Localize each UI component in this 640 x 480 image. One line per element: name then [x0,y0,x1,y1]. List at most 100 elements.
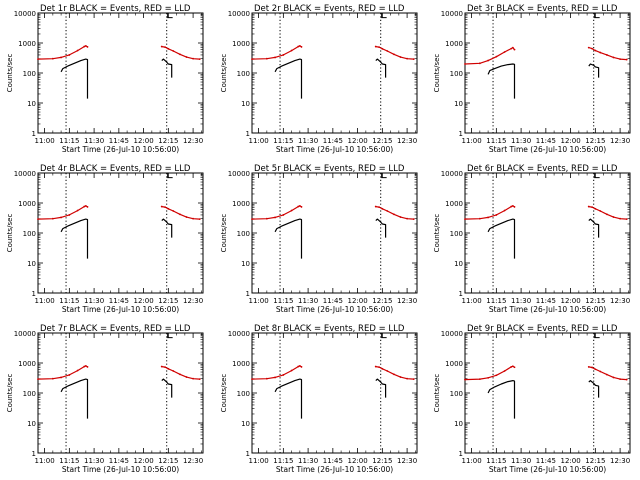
x-tick-label: 12:30 [183,137,203,145]
y-tick-label: 10000 [228,170,250,178]
x-tick-label: 12:00 [134,297,154,305]
lld-data-point [386,370,389,372]
x-tick-label: 11:00 [462,137,482,145]
lld-data-point [265,377,268,380]
y-tick-label: 10 [454,420,463,428]
events-series-line [60,58,89,99]
events-series-line [588,218,600,238]
lld-data-point [513,48,516,51]
lld-data-point [406,217,408,220]
lld-data-point [164,366,166,369]
x-tick-label: 12:15 [372,137,392,145]
lld-data-point [185,216,188,218]
lld-series-line [588,366,627,381]
events-series-line [274,58,303,99]
y-tick-label: 10 [27,420,36,428]
y-tick-label: 10 [454,100,463,108]
events-series-line [161,218,173,238]
lld-data-point [282,54,285,56]
x-axis-label: Start Time (26-Jul-10 10:56:00) [276,305,393,314]
lld-data-point [86,206,89,208]
x-tick-label: 11:15 [486,137,506,145]
y-tick-label: 1 [32,290,36,298]
lld-data-point [251,218,253,221]
y-tick-label: 10000 [441,170,463,178]
lld-data-point [179,53,181,56]
x-tick-label: 11:45 [109,297,129,305]
lld-data-point [192,57,195,60]
lld-data-point [591,206,593,209]
chart-title: Det 9r BLACK = Events, RED = LLD [467,324,618,334]
lld-data-point [192,377,195,380]
lld-data-point [378,366,380,369]
x-axis-label: Start Time (26-Jul-10 10:56:00) [276,145,393,154]
chart-title: Det 6r BLACK = Events, RED = LLD [467,164,618,174]
chart-panel-7: Det 7r BLACK = Events, RED = LLD 1 10 100 10… [6,324,204,474]
lld-data-point [606,213,608,216]
x-tick-label: 11:15 [273,137,293,145]
lld-data-point [298,205,301,207]
lld-data-point [381,47,384,50]
lld-series-line [464,365,515,381]
y-tick-label: 1 [32,130,36,138]
y-tick-label: 1 [459,130,463,138]
lld-data-point [374,205,377,208]
lld-data-point [160,45,163,48]
events-series-line [375,218,387,238]
y-tick-label: 100 [237,390,250,398]
events-series-line [375,378,387,398]
lld-data-point [399,376,402,378]
x-tick-label: 11:00 [249,297,269,305]
x-axis-label: Start Time (26-Jul-10 10:56:00) [489,145,606,154]
lld-data-point [179,213,181,216]
lld-data-point [76,209,79,212]
x-tick-label: 11:30 [84,297,104,305]
events-series-line [487,218,516,259]
lld-series-line [161,366,200,380]
lld-data-point [86,366,89,368]
x-tick-label: 12:15 [585,457,605,465]
x-tick-label: 11:45 [536,457,556,465]
top-marker [381,12,387,19]
top-marker [594,332,600,339]
lld-data-point [612,56,615,59]
lld-data-point [511,365,514,368]
chart-panel-8: Det 8r BLACK = Events, RED = LLD 1 10 100 10… [220,324,418,474]
lld-data-point [599,210,602,212]
plot-frame [37,172,204,294]
x-tick-label: 12:30 [610,137,630,145]
x-tick-label: 11:15 [59,457,79,465]
lld-data-point [51,57,54,60]
chart-title: Det 2r BLACK = Events, RED = LLD [254,4,405,14]
lld-data-point [83,45,86,48]
x-tick-label: 12:15 [585,137,605,145]
x-tick-label: 12:00 [561,297,581,305]
lld-data-point [386,210,389,212]
y-axis-label: Counts/sec [433,54,441,93]
lld-data-point [412,58,415,61]
y-axis-label: Counts/sec [6,374,14,413]
x-tick-label: 11:15 [273,457,293,465]
lld-data-point [298,45,301,47]
y-tick-label: 100 [450,70,463,78]
lld-series-line [251,205,302,220]
top-marker [167,172,173,179]
lld-series-line [588,206,627,220]
x-tick-label: 12:00 [134,137,154,145]
lld-data-point [393,213,395,216]
lld-data-point [594,207,597,210]
lld-data-point [86,46,89,48]
x-tick-label: 11:45 [109,137,129,145]
lld-data-point [381,207,384,210]
lld-data-point [503,209,506,212]
x-tick-label: 11:30 [298,137,318,145]
top-marker [167,332,173,339]
y-tick-label: 10 [27,260,36,268]
chart-title: Det 4r BLACK = Events, RED = LLD [40,164,191,174]
x-tick-label: 11:30 [511,297,531,305]
y-tick-label: 100 [450,230,463,238]
y-tick-label: 1000 [445,40,463,48]
y-axis-label: Counts/sec [220,214,228,253]
x-tick-label: 12:00 [134,457,154,465]
lld-data-point [172,370,175,372]
